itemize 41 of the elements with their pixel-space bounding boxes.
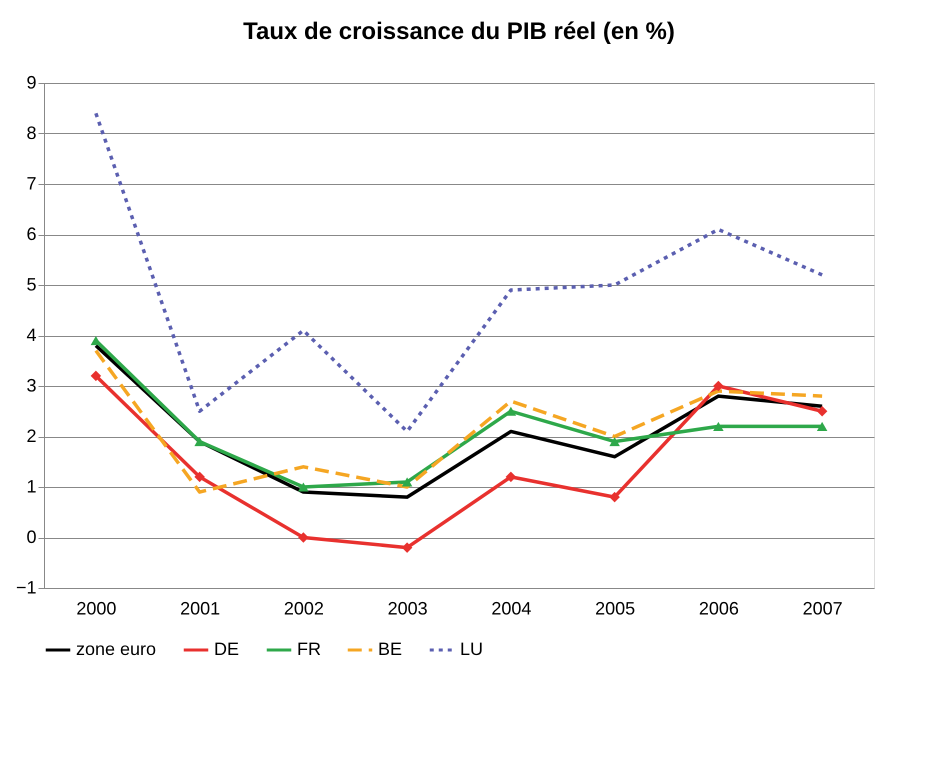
point	[713, 380, 724, 392]
point	[194, 472, 205, 482]
y-tick-label: −1	[16, 578, 36, 598]
legend-label: BE	[378, 639, 402, 659]
point	[402, 542, 412, 553]
point	[609, 492, 620, 502]
y-tick-label: 7	[26, 174, 36, 194]
point	[298, 532, 309, 543]
y-tick-label: 3	[26, 376, 36, 396]
point	[609, 437, 620, 446]
x-tick-label: 2000	[76, 598, 116, 618]
point	[713, 422, 724, 431]
chart-title: Taux de croissance du PIB réel (en %)	[243, 18, 675, 45]
legend-label: FR	[297, 639, 321, 659]
line-series	[94, 112, 824, 434]
y-tick-label: 2	[26, 426, 36, 446]
x-tick-label: 2006	[698, 598, 739, 618]
point	[816, 406, 828, 416]
legend-label: LU	[460, 639, 484, 659]
x-tick-label: 2003	[388, 598, 428, 618]
point	[506, 406, 516, 416]
y-tick-label: 4	[26, 325, 36, 345]
legend-label: DE	[214, 639, 240, 659]
point	[298, 482, 309, 492]
y-tick-label: 0	[26, 527, 36, 547]
point	[506, 472, 516, 482]
point	[194, 437, 205, 446]
x-tick-label: 2004	[491, 598, 532, 618]
x-tick-label: 2005	[595, 598, 636, 618]
y-tick-label: 1	[26, 476, 36, 496]
point	[402, 477, 412, 486]
point	[816, 422, 828, 431]
x-tick-label: 2007	[802, 598, 843, 618]
y-tick-label: 8	[26, 123, 36, 143]
x-tick-label: 2002	[284, 598, 324, 618]
x-tick-label: 2001	[180, 598, 220, 618]
legend-label: zone euro	[76, 639, 156, 659]
y-tick-label: 6	[26, 224, 36, 244]
point	[90, 370, 102, 382]
y-tick-label: 9	[26, 72, 36, 92]
y-tick-label: 5	[26, 274, 36, 294]
